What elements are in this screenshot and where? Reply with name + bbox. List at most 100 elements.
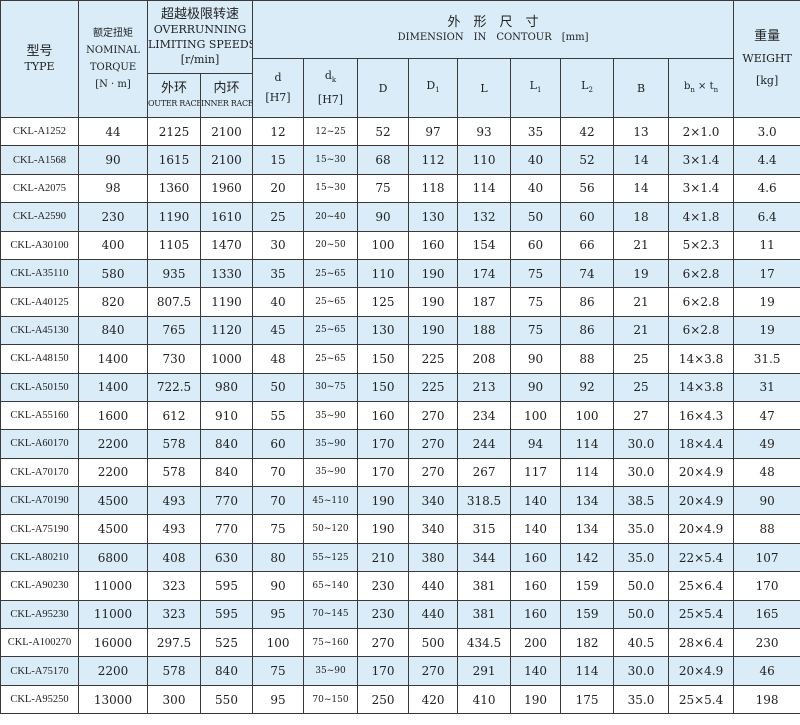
dimension-en: DIMENSION IN CONTOUR [mm] [397,31,589,43]
cell-weight: 4.4 [733,145,800,175]
table-row: CKL-A40125 820 807.5 1190 40 25~65 125 190 187 75… [0,287,800,317]
cell-B: 14 [613,145,670,175]
cell-L1: 140 [510,656,562,686]
table-row: CKL-A30100 400 1105 1470 30 20~50 100 160 154 60 6… [0,230,800,260]
cell-bt: 3×1.4 [668,173,735,204]
cell-type: CKL-A48150 [0,344,79,374]
cell-B: 35.0 [613,514,670,544]
cell-L: 208 [457,344,512,374]
cell-d: 95 [252,684,305,715]
cell-bt: 16×4.3 [668,400,735,431]
cell-D: 160 [357,400,410,431]
cell-L2: 66 [560,230,615,260]
cell-dk: 25~65 [303,258,359,289]
cell-D: 52 [357,116,410,147]
cell-L1: 75 [510,258,562,289]
cell-outer-speed: 807.5 [147,287,201,317]
cell-weight: 107 [733,542,800,573]
cell-B: 18 [613,202,670,232]
cell-outer-speed: 578 [147,656,201,686]
cell-L2: 134 [560,486,615,516]
cell-torque: 2200 [78,457,148,488]
cell-d: 12 [252,116,305,147]
B-label: B [636,81,646,95]
cell-bt: 6×2.8 [668,287,735,317]
cell-d: 75 [252,514,305,544]
table-row: CKL-A95250 13000 300 550 95 70~150 250 420 410 19… [0,684,800,715]
torque-en2: TORQUE [89,62,137,73]
cell-d: 75 [252,656,305,686]
cell-torque: 1600 [78,400,148,431]
cell-outer-speed: 765 [147,315,201,346]
cell-L: 188 [457,315,512,346]
cell-B: 19 [613,258,670,289]
cell-torque: 11000 [78,599,148,630]
cell-bt: 20×4.9 [668,656,735,686]
cell-L: 187 [457,287,512,317]
cell-D1: 270 [408,656,459,686]
table-row: CKL-A48150 1400 730 1000 48 25~65 150 225 208 90 8… [0,344,800,374]
header-speeds: 超越极限转速 OVERRUNNING LIMITING SPEEDS [r/mi… [146,0,254,74]
cell-type: CKL-A1568 [0,145,79,175]
header-type: 型号 TYPE [0,0,79,118]
L2-sub: 2 [588,86,593,95]
table-body: CKL-A1252 44 2125 2100 12 12~25 52 97 93 35 42 13 2×… [0,116,800,715]
cell-type: CKL-A60170 [0,429,79,459]
cell-L2: 159 [560,571,615,601]
cell-d: 90 [252,571,305,601]
cell-weight: 11 [733,230,800,260]
cell-weight: 3.0 [733,116,800,147]
torque-unit: [N · m] [95,79,131,90]
cell-type: CKL-A35110 [0,258,79,289]
cell-L2: 134 [560,514,615,544]
speed-unit: [r/min] [180,53,220,66]
cell-bt: 28×6.4 [668,628,735,658]
cell-bt: 25×6.4 [668,571,735,601]
cell-D: 125 [357,287,410,317]
cell-L1: 190 [510,684,562,715]
cell-weight: 48 [733,457,800,488]
type-cn: 型号 [26,44,53,59]
outer-cn: 外环 [160,80,187,96]
cell-bt: 3×1.4 [668,145,735,175]
header-weight: 重量 WEIGHT [kg] [733,0,800,118]
cell-d: 60 [252,429,305,459]
cell-dk: 35~90 [303,656,359,686]
cell-weight: 19 [733,287,800,317]
cell-L2: 56 [560,173,615,204]
cell-L2: 175 [560,684,615,715]
inner-en: INNER RACE [201,98,253,108]
table-row: CKL-A1568 90 1615 2100 15 15~30 68 112 110 40 52 14… [0,145,800,175]
cell-L: 434.5 [457,628,512,658]
cell-inner-speed: 595 [199,571,254,601]
cell-B: 50.0 [613,599,670,630]
cell-bt: 2×1.0 [668,116,735,147]
cell-D: 150 [357,344,410,374]
cell-L1: 90 [510,372,562,402]
cell-dk: 15~30 [303,145,359,175]
cell-B: 21 [613,315,670,346]
bt-sub2: n [713,85,719,94]
cell-B: 25 [613,372,670,402]
cell-L: 132 [457,202,512,232]
cell-B: 27 [613,400,670,431]
cell-dk: 70~150 [303,684,359,715]
cell-inner-speed: 770 [199,486,254,516]
cell-outer-speed: 578 [147,457,201,488]
cell-D1: 500 [408,628,459,658]
speed-en1: OVERRUNNING [153,23,247,36]
cell-torque: 820 [78,287,148,317]
cell-dk: 15~30 [303,173,359,204]
cell-L: 93 [457,116,512,147]
header-L2: L2 [560,58,615,118]
cell-B: 40.5 [613,628,670,658]
header-torque: 额定扭矩 NOMINAL TORQUE [N · m] [78,0,148,118]
cell-d: 50 [252,372,305,402]
cell-D1: 160 [408,230,459,260]
cell-bt: 14×3.8 [668,372,735,402]
cell-inner-speed: 1610 [199,202,254,232]
header-inner-race: 内环 INNER RACE [199,73,254,118]
cell-D: 90 [357,202,410,232]
cell-torque: 11000 [78,571,148,601]
